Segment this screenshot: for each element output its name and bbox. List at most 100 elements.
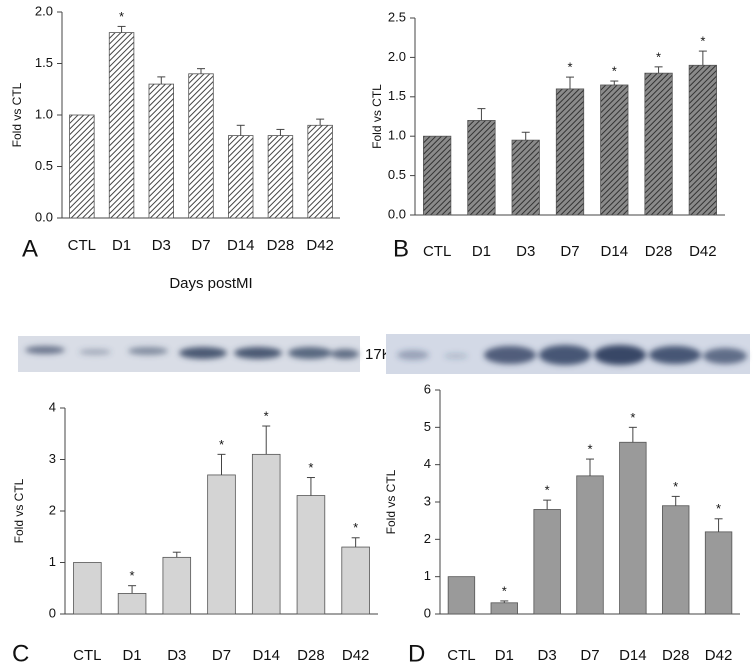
x-tick-label: CTL: [68, 237, 96, 254]
x-tick-label: D1: [472, 243, 491, 260]
y-tick-label: 0.0: [388, 206, 406, 221]
y-tick-label: 3: [49, 451, 56, 466]
x-tick-label: D3: [516, 243, 535, 260]
x-tick-label: D28: [297, 647, 325, 664]
significance-mark: *: [130, 568, 135, 583]
x-tick-label: D42: [689, 243, 717, 260]
significance-mark: *: [353, 520, 358, 535]
bar: [423, 135, 452, 216]
bar: [341, 546, 370, 615]
significance-mark: *: [587, 442, 592, 457]
bar: [704, 531, 733, 615]
bar: [447, 576, 476, 615]
panel-letter: B: [393, 235, 409, 262]
y-tick-label: 1.0: [35, 106, 53, 121]
bar: [644, 72, 673, 216]
significance-mark: *: [308, 460, 313, 475]
significance-mark: *: [119, 9, 124, 24]
y-tick-label: 2.0: [35, 3, 53, 18]
x-tick-label: D14: [601, 243, 629, 260]
significance-mark: *: [219, 437, 224, 452]
panel-letter: D: [408, 640, 425, 667]
y-tick-label: 0.0: [35, 209, 53, 224]
x-tick-label: D28: [662, 647, 690, 664]
bar: [267, 135, 294, 219]
significance-mark: *: [700, 34, 705, 49]
bar: [162, 556, 192, 615]
bar: [207, 474, 236, 615]
y-axis-label: Fold vs CTL: [10, 82, 24, 147]
significance-mark: *: [673, 479, 678, 494]
y-tick-label: 0.5: [388, 167, 406, 182]
significance-mark: *: [264, 408, 269, 423]
panel-letter: C: [12, 640, 29, 667]
x-tick-label: D7: [580, 647, 599, 664]
y-tick-label: 1.0: [388, 128, 406, 143]
bar: [688, 64, 717, 216]
x-tick-label: D42: [705, 647, 733, 664]
y-tick-label: 2.5: [388, 9, 406, 24]
bar: [467, 120, 496, 216]
y-axis-label: Fold vs CTL: [384, 469, 398, 534]
x-tick-label: D14: [252, 647, 280, 664]
bar: [251, 453, 281, 615]
y-tick-label: 5: [424, 419, 431, 434]
y-tick-label: 2: [49, 502, 56, 517]
bar: [576, 475, 604, 615]
y-tick-label: 2: [424, 531, 431, 546]
x-tick-label: D3: [167, 647, 186, 664]
bar: [69, 114, 95, 219]
x-tick-label: D1: [122, 647, 141, 664]
y-tick-label: 4: [424, 456, 431, 471]
y-tick-label: 1.5: [388, 88, 406, 103]
y-tick-label: 1: [424, 568, 431, 583]
y-tick-label: 0: [49, 605, 56, 620]
bar: [490, 602, 518, 615]
y-tick-label: 1.5: [35, 55, 53, 70]
y-tick-label: 4: [49, 399, 56, 414]
x-tick-label: D28: [645, 243, 673, 260]
western-blot-left: [18, 336, 360, 372]
x-axis-label: Days postMI: [169, 275, 252, 292]
bar: [108, 32, 135, 219]
y-tick-label: 6: [424, 381, 431, 396]
bar: [188, 73, 214, 219]
y-axis-label: Fold vs CTL: [370, 84, 384, 149]
y-tick-label: 0: [424, 605, 431, 620]
western-blot-right: [386, 334, 750, 374]
bar: [117, 593, 147, 615]
bar: [307, 124, 333, 219]
bar: [555, 88, 585, 216]
bar: [619, 441, 647, 615]
y-tick-label: 3: [424, 493, 431, 508]
x-tick-label: D7: [560, 243, 579, 260]
bar: [511, 139, 540, 216]
bar: [662, 505, 690, 615]
significance-mark: *: [612, 63, 617, 78]
bar: [533, 509, 561, 615]
x-tick-label: D1: [495, 647, 514, 664]
significance-mark: *: [502, 583, 507, 598]
x-tick-label: CTL: [423, 243, 451, 260]
bar: [148, 83, 174, 219]
bar: [73, 562, 102, 615]
x-tick-label: D3: [538, 647, 557, 664]
significance-mark: *: [656, 49, 661, 64]
significance-mark: *: [716, 501, 721, 516]
bar: [228, 135, 254, 219]
x-tick-label: D3: [152, 237, 171, 254]
x-tick-label: D7: [191, 237, 210, 254]
x-tick-label: D42: [306, 237, 334, 254]
x-tick-label: D14: [619, 647, 647, 664]
y-tick-label: 1: [49, 554, 56, 569]
x-tick-label: CTL: [73, 647, 101, 664]
bar: [296, 495, 326, 615]
panel-letter: A: [22, 235, 38, 262]
x-tick-label: D7: [212, 647, 231, 664]
x-tick-label: D14: [227, 237, 255, 254]
x-tick-label: D42: [342, 647, 370, 664]
x-tick-label: D1: [112, 237, 131, 254]
significance-mark: *: [567, 60, 572, 75]
y-tick-label: 0.5: [35, 158, 53, 173]
